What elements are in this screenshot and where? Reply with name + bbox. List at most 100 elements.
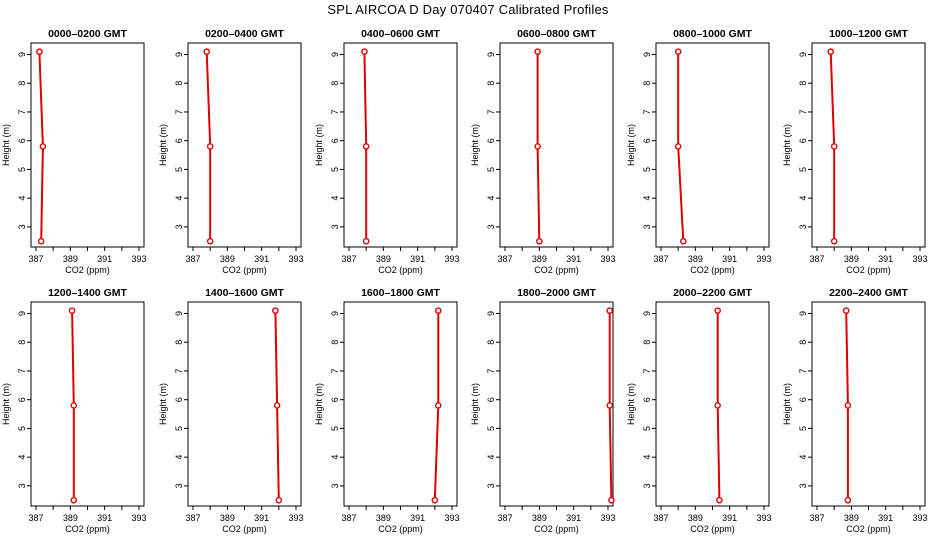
x-tick-label: 387 xyxy=(653,254,668,264)
data-point xyxy=(275,496,283,504)
panel-title: 1000–1200 GMT xyxy=(829,28,908,40)
y-axis-label: Height (m) xyxy=(782,383,792,425)
y-tick-label: 3 xyxy=(174,224,184,229)
x-tick-label: 389 xyxy=(688,513,703,523)
data-point xyxy=(827,48,835,55)
x-tick-label: 387 xyxy=(28,254,43,264)
x-tick-label: 389 xyxy=(220,254,235,264)
y-tick-label: 7 xyxy=(486,109,496,114)
x-tick-label: 393 xyxy=(756,513,771,523)
plot-frame xyxy=(811,301,926,507)
y-tick-label: 7 xyxy=(642,368,652,373)
x-tick-label: 391 xyxy=(97,513,112,523)
x-tick-label: 389 xyxy=(63,254,78,264)
y-tick-label: 3 xyxy=(17,483,27,488)
y-tick-label: 6 xyxy=(798,138,808,143)
x-axis-label: CO2 (ppm) xyxy=(690,524,735,534)
data-point xyxy=(361,48,368,55)
y-tick-label: 8 xyxy=(17,340,27,345)
y-tick-label: 6 xyxy=(642,138,652,143)
data-point xyxy=(362,143,370,150)
data-point xyxy=(830,143,838,150)
y-tick-label: 4 xyxy=(330,196,340,201)
x-axis-label: CO2 (ppm) xyxy=(690,265,735,275)
data-point xyxy=(272,307,279,314)
y-tick-label: 3 xyxy=(486,483,496,488)
y-tick-label: 8 xyxy=(486,340,496,345)
y-tick-label: 7 xyxy=(798,109,808,114)
x-tick-label: 387 xyxy=(809,254,824,264)
data-point xyxy=(674,143,682,150)
y-tick-label: 8 xyxy=(330,340,340,345)
y-tick-label: 6 xyxy=(174,138,184,143)
y-tick-label: 7 xyxy=(486,368,496,373)
data-point xyxy=(830,237,838,245)
data-point xyxy=(844,496,852,504)
x-axis-label: CO2 (ppm) xyxy=(846,265,891,275)
plot-frame xyxy=(655,42,770,248)
y-tick-label: 9 xyxy=(330,311,340,316)
x-tick-label: 393 xyxy=(131,254,146,264)
y-tick-label: 4 xyxy=(486,455,496,460)
data-point xyxy=(534,48,541,55)
panel-title: 0200–0400 GMT xyxy=(205,28,284,40)
x-tick-label: 387 xyxy=(341,513,356,523)
y-tick-label: 9 xyxy=(798,52,808,57)
x-tick-label: 387 xyxy=(28,513,43,523)
x-axis-label: CO2 (ppm) xyxy=(846,524,891,534)
y-tick-label: 9 xyxy=(17,52,27,57)
y-tick-label: 3 xyxy=(642,224,652,229)
data-point xyxy=(606,307,614,314)
page-title: SPL AIRCOA D Day 070407 Calibrated Profi… xyxy=(327,2,609,17)
y-tick-label: 5 xyxy=(642,426,652,431)
y-tick-label: 7 xyxy=(330,109,340,114)
y-tick-label: 8 xyxy=(798,340,808,345)
y-tick-label: 6 xyxy=(17,397,27,402)
y-tick-label: 9 xyxy=(17,311,27,316)
y-tick-label: 4 xyxy=(642,455,652,460)
x-axis-label: CO2 (ppm) xyxy=(534,524,579,534)
y-tick-label: 8 xyxy=(798,81,808,86)
y-tick-label: 5 xyxy=(798,167,808,172)
x-tick-label: 387 xyxy=(809,513,824,523)
y-tick-label: 6 xyxy=(330,397,340,402)
y-tick-label: 8 xyxy=(17,81,27,86)
y-axis-label: Height (m) xyxy=(1,383,11,425)
data-point xyxy=(70,496,78,504)
data-point xyxy=(37,237,45,245)
y-tick-label: 9 xyxy=(642,52,652,57)
y-tick-label: 4 xyxy=(330,455,340,460)
x-tick-label: 393 xyxy=(444,513,459,523)
plot-frame xyxy=(187,301,302,507)
y-tick-label: 9 xyxy=(798,311,808,316)
y-tick-label: 9 xyxy=(174,311,184,316)
plot-frame xyxy=(187,42,302,248)
panel-title: 0800–1000 GMT xyxy=(673,28,752,40)
y-tick-label: 8 xyxy=(642,81,652,86)
panel-title: 1400–1600 GMT xyxy=(205,287,284,299)
y-tick-label: 6 xyxy=(798,397,808,402)
data-point xyxy=(39,143,47,150)
y-tick-label: 7 xyxy=(174,109,184,114)
y-tick-label: 4 xyxy=(17,196,27,201)
x-tick-label: 389 xyxy=(376,254,391,264)
data-point xyxy=(362,237,370,245)
x-tick-label: 391 xyxy=(254,254,269,264)
y-axis-label: Height (m) xyxy=(470,383,480,425)
x-tick-label: 389 xyxy=(376,513,391,523)
y-tick-label: 8 xyxy=(642,340,652,345)
y-tick-label: 3 xyxy=(798,224,808,229)
x-tick-label: 393 xyxy=(600,254,615,264)
data-point xyxy=(714,307,721,314)
x-axis-label: CO2 (ppm) xyxy=(65,265,110,275)
y-tick-label: 9 xyxy=(486,311,496,316)
y-tick-label: 3 xyxy=(798,483,808,488)
y-tick-label: 6 xyxy=(486,397,496,402)
plot-frame xyxy=(655,301,770,507)
x-tick-label: 387 xyxy=(185,513,200,523)
x-tick-label: 391 xyxy=(722,254,737,264)
data-point xyxy=(536,237,543,245)
y-tick-label: 3 xyxy=(486,224,496,229)
y-tick-label: 8 xyxy=(330,81,340,86)
y-tick-label: 5 xyxy=(174,167,184,172)
